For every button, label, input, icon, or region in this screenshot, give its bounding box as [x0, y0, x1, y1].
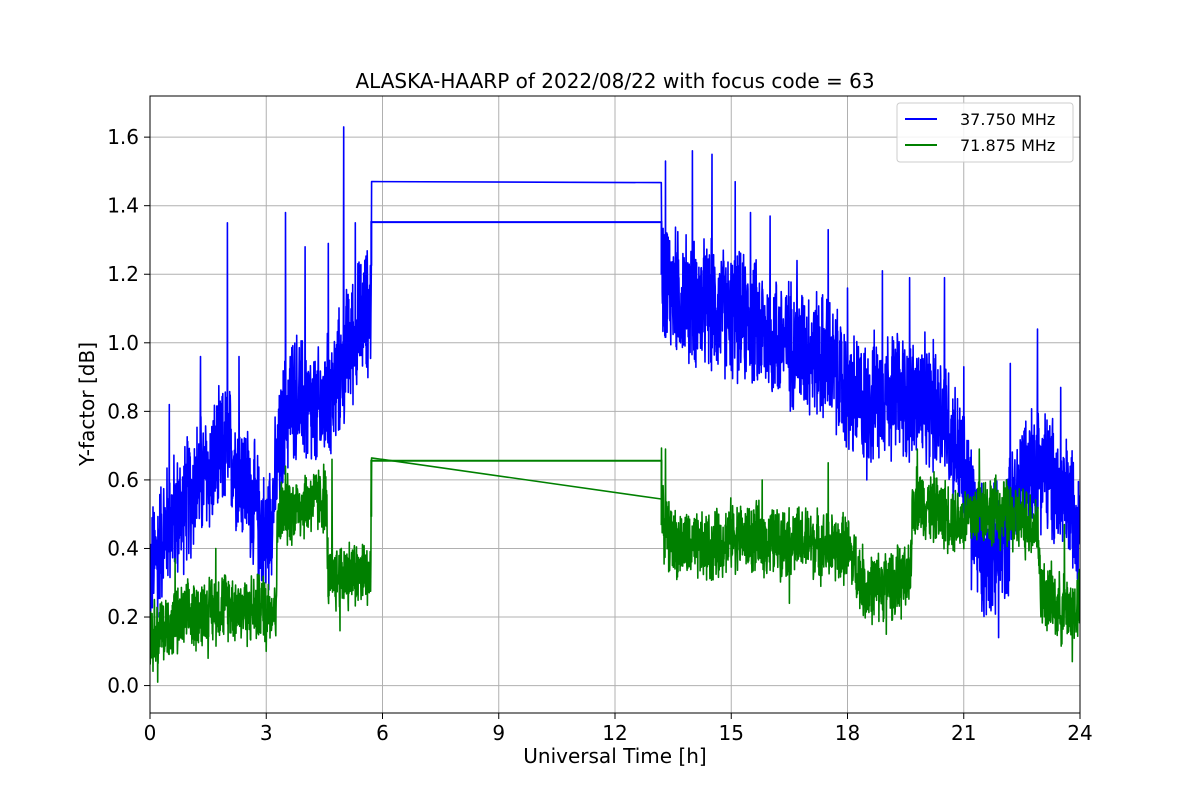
- y-tick-label: 0.2: [107, 605, 139, 629]
- series-layer: [150, 126, 1080, 683]
- series-blue: [150, 126, 1080, 639]
- y-tick-label: 0.4: [107, 536, 139, 560]
- legend-label: 37.750 MHz: [960, 110, 1055, 129]
- series-green: [150, 447, 1080, 683]
- y-tick-label: 1.0: [107, 331, 139, 355]
- x-tick-label: 24: [1067, 721, 1092, 745]
- ticks: 0 3 6 9 12 15 18 21 24 0.0 0.2 0.4 0.6 0.8 1.0 1.2 1.4 1.…: [107, 125, 1093, 745]
- y-tick-label: 0.0: [107, 674, 139, 698]
- x-tick-label: 21: [951, 721, 976, 745]
- x-tick-label: 3: [260, 721, 273, 745]
- x-tick-label: 15: [719, 721, 744, 745]
- series-line: [150, 126, 1080, 639]
- x-tick-label: 6: [376, 721, 389, 745]
- chart-title: ALASKA-HAARP of 2022/08/22 with focus co…: [355, 69, 874, 93]
- y-tick-label: 0.6: [107, 468, 139, 492]
- x-tick-label: 18: [835, 721, 860, 745]
- series-line: [150, 447, 1080, 683]
- legend-box: [896, 102, 1074, 163]
- y-tick-label: 1.6: [107, 125, 139, 149]
- y-tick-label: 1.4: [107, 194, 139, 218]
- y-axis-label: Y-factor [dB]: [75, 342, 99, 467]
- legend: 37.750 MHz 71.875 MHz: [896, 102, 1074, 163]
- y-tick-label: 0.8: [107, 399, 139, 423]
- x-tick-label: 9: [492, 721, 505, 745]
- x-tick-label: 0: [144, 721, 157, 745]
- x-tick-label: 12: [602, 721, 627, 745]
- legend-label: 71.875 MHz: [960, 136, 1055, 155]
- series-gap-segment: [370, 221, 663, 275]
- series-gap-segment: [370, 459, 663, 526]
- y-tick-label: 1.2: [107, 262, 139, 286]
- x-axis-label: Universal Time [h]: [523, 744, 706, 768]
